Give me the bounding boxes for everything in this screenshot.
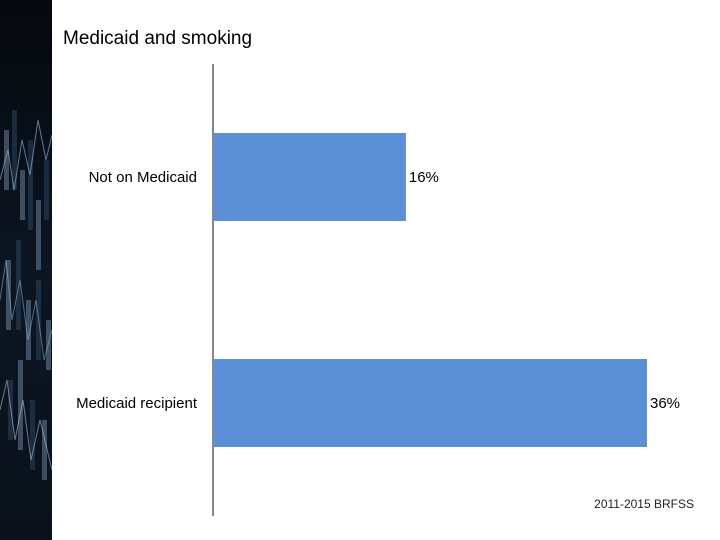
strip-candle	[36, 200, 41, 270]
category-label: Medicaid recipient	[76, 395, 198, 412]
strip-candle	[4, 130, 9, 190]
strip-candle	[42, 420, 47, 480]
strip-candle	[18, 360, 23, 450]
strip-candle	[44, 160, 49, 220]
strip-candle	[20, 170, 25, 220]
bar	[214, 359, 647, 447]
bar	[214, 133, 406, 221]
strip-candle	[6, 260, 11, 330]
strip-candle	[12, 110, 17, 190]
side-strip-graphic	[0, 0, 52, 540]
chart-title: Medicaid and smoking	[63, 28, 253, 49]
category-label: Not on Medicaid	[89, 169, 197, 186]
value-label: 16%	[409, 169, 439, 186]
value-label: 36%	[650, 395, 680, 412]
strip-candle	[30, 400, 35, 470]
strip-candle	[26, 300, 31, 360]
decorative-side-strip	[0, 0, 52, 540]
strip-candle	[28, 140, 33, 230]
source-note: 2011-2015 BRFSS	[594, 497, 694, 511]
